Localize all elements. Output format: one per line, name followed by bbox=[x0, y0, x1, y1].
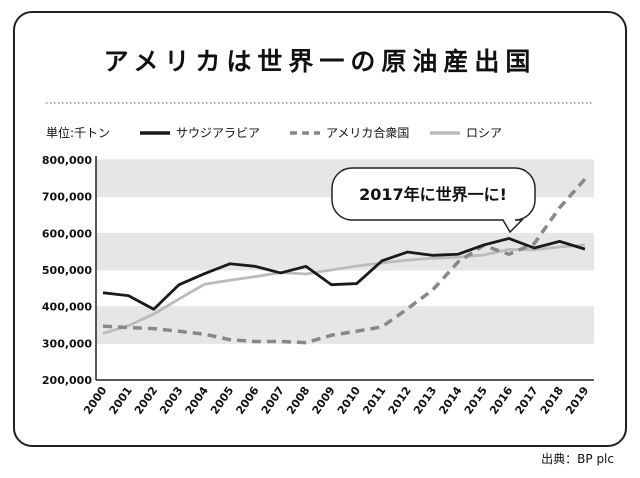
legend-label: サウジアラビア bbox=[176, 126, 260, 140]
callout bbox=[331, 167, 536, 234]
y-tick-label: 800,000 bbox=[42, 154, 92, 167]
y-tick-label: 200,000 bbox=[42, 374, 92, 387]
y-tick-label: 700,000 bbox=[42, 191, 92, 204]
series-line bbox=[102, 243, 586, 335]
y-tick-label: 300,000 bbox=[42, 337, 92, 350]
y-tick-label: 400,000 bbox=[42, 301, 92, 314]
series-line bbox=[102, 237, 586, 311]
source: 出典：BP plc bbox=[541, 452, 614, 466]
chart-title: アメリカは世界一の原油産出国 bbox=[104, 47, 537, 76]
legend-label: アメリカ合衆国 bbox=[326, 125, 409, 140]
annotation: 2017年に世界一に! bbox=[359, 185, 507, 204]
unit-label: 単位:千トン bbox=[46, 125, 110, 140]
y-tick-label: 600,000 bbox=[42, 227, 92, 240]
legend-label: ロシア bbox=[466, 126, 502, 140]
y-tick-label: 500,000 bbox=[42, 264, 92, 277]
series-line bbox=[102, 177, 587, 345]
frame bbox=[13, 11, 627, 447]
grid-band bbox=[96, 306, 594, 344]
